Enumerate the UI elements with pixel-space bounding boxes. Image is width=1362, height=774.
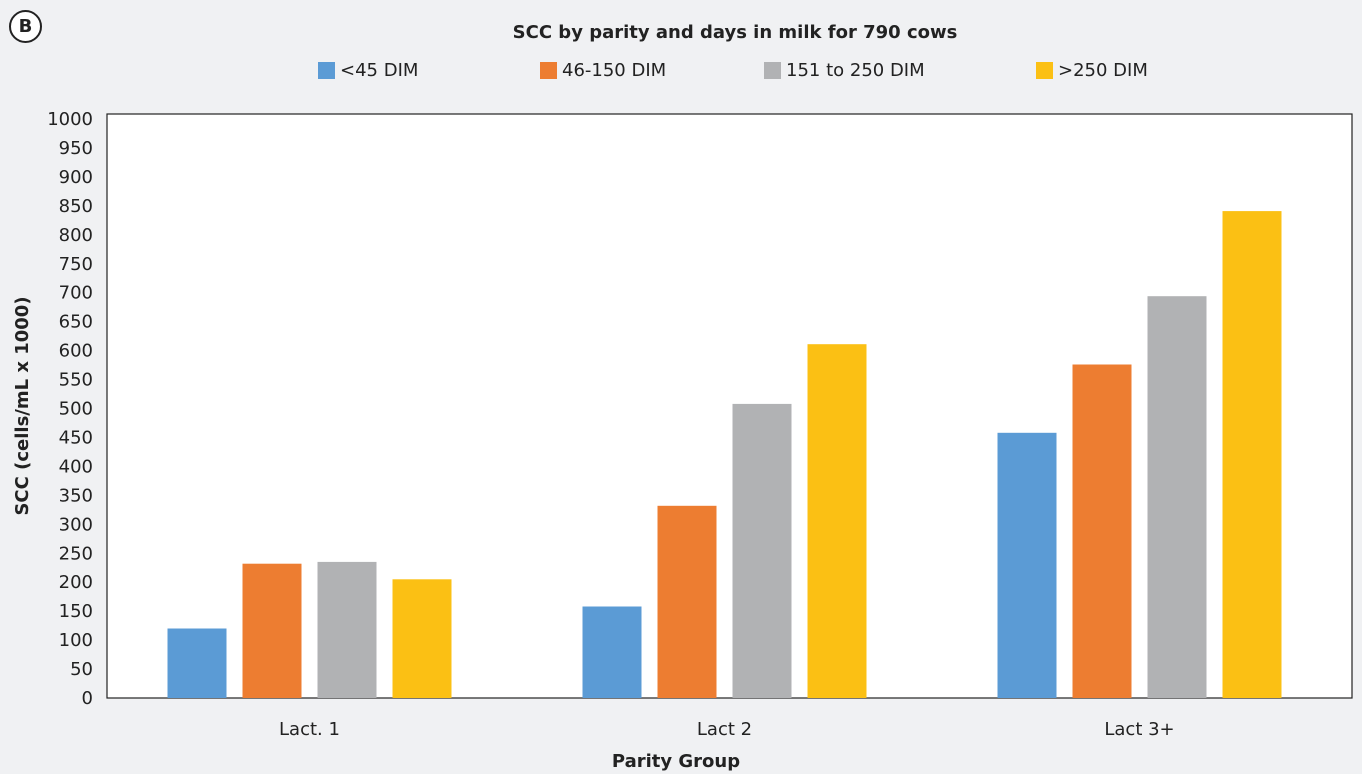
- legend-item-151-250: 151 to 250 DIM: [764, 60, 925, 81]
- y-tick-label: 750: [59, 254, 93, 275]
- bar-0-0: [167, 628, 227, 698]
- legend-swatch-151-250: [764, 62, 781, 79]
- y-tick-label: 1000: [47, 109, 93, 130]
- panel-label: B: [9, 10, 42, 43]
- y-tick-label: 300: [59, 514, 93, 535]
- y-tick-label: 400: [59, 456, 93, 477]
- y-tick-label: 700: [59, 283, 93, 304]
- legend-label-gt250: >250 DIM: [1058, 60, 1148, 81]
- bars: [167, 211, 1282, 698]
- y-tick-label: 850: [59, 196, 93, 217]
- legend-item-gt250: >250 DIM: [1036, 60, 1148, 81]
- bar-2-0: [997, 432, 1057, 698]
- chart-title: SCC by parity and days in milk for 790 c…: [512, 22, 958, 43]
- y-tick-label: 0: [82, 688, 93, 709]
- y-tick-label: 450: [59, 427, 93, 448]
- y-tick-label: 950: [59, 138, 93, 159]
- plot-area: [106, 113, 1353, 699]
- y-tick-label: 150: [59, 601, 93, 622]
- y-axis-title: SCC (cells/mL x 1000): [12, 296, 33, 515]
- legend-item-46-150: 46-150 DIM: [540, 60, 666, 81]
- x-tick-label: Lact 2: [697, 719, 752, 740]
- y-tick-label: 200: [59, 572, 93, 593]
- bar-2-2: [1147, 296, 1207, 698]
- legend-label-151-250: 151 to 250 DIM: [786, 60, 925, 81]
- bar-1-2: [732, 403, 792, 698]
- y-tick-label: 50: [70, 659, 93, 680]
- y-tick-label: 550: [59, 370, 93, 391]
- bar-0-2: [317, 561, 377, 698]
- bar-0-1: [242, 563, 302, 698]
- bar-1-3: [807, 344, 867, 698]
- y-tick-label: 350: [59, 485, 93, 506]
- y-tick-label: 800: [59, 225, 93, 246]
- legend-label-lt45: <45 DIM: [340, 60, 419, 81]
- legend-swatch-46-150: [540, 62, 557, 79]
- legend-swatch-gt250: [1036, 62, 1053, 79]
- y-tick-label: 250: [59, 543, 93, 564]
- bar-1-1: [657, 505, 717, 698]
- legend-item-lt45: <45 DIM: [318, 60, 418, 81]
- y-tick-label: 900: [59, 167, 93, 188]
- x-tick-label: Lact 3+: [1104, 719, 1174, 740]
- bar-1-0: [582, 606, 642, 698]
- x-axis-title: Parity Group: [612, 751, 740, 772]
- bar-2-1: [1072, 364, 1132, 698]
- legend-label-46-150: 46-150 DIM: [562, 60, 667, 81]
- bar-0-3: [392, 579, 452, 698]
- legend-swatch-lt45: [318, 62, 335, 79]
- y-tick-label: 100: [59, 630, 93, 651]
- x-tick-label: Lact. 1: [279, 719, 340, 740]
- y-tick-label: 600: [59, 341, 93, 362]
- x-axis: Lact. 1 Lact 2 Lact 3+: [279, 719, 1175, 740]
- bar-2-3: [1222, 211, 1282, 698]
- y-axis: 0 50 100 150 200 250 300 350 400 450 500 550 600 650 7…: [47, 109, 93, 709]
- y-tick-label: 650: [59, 312, 93, 333]
- y-tick-label: 500: [59, 399, 93, 420]
